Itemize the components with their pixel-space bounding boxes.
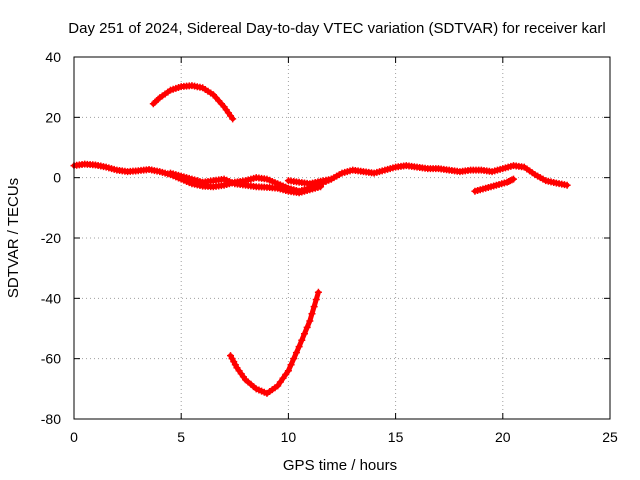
x-tick-label: 20 <box>495 429 511 445</box>
x-tick-label: 15 <box>388 429 404 445</box>
y-tick-label: -20 <box>41 230 61 246</box>
data-point <box>303 323 311 331</box>
series-short-segment-b <box>471 175 518 195</box>
data-point <box>295 343 303 351</box>
y-tick-label: -80 <box>41 411 61 427</box>
x-tick-label: 0 <box>70 429 78 445</box>
data-point <box>284 367 292 375</box>
data-point <box>282 371 290 379</box>
x-axis-label: GPS time / hours <box>283 457 397 474</box>
data-point <box>229 115 237 123</box>
x-tick-label: 5 <box>177 429 185 445</box>
y-axis-label: SDTVAR / TECUs <box>5 178 22 298</box>
data-point <box>306 317 314 325</box>
series-secondary-band <box>166 169 325 197</box>
data-point <box>279 374 287 382</box>
x-tick-label: 10 <box>281 429 297 445</box>
data-point <box>292 349 300 357</box>
axis-ticks: 0 5 10 15 20 25 40 20 0 -20 -40 -60 -80 <box>41 49 618 445</box>
data-point <box>276 378 284 386</box>
data-point <box>274 382 282 390</box>
y-tick-label: 0 <box>53 170 61 186</box>
data-point <box>300 330 308 338</box>
y-tick-label: 40 <box>45 49 61 65</box>
series-short-segment-a <box>284 175 335 188</box>
y-tick-label: -60 <box>41 351 61 367</box>
data-point <box>510 175 518 183</box>
chart-title: Day 251 of 2024, Sidereal Day-to-day VTE… <box>68 20 605 37</box>
data-point <box>327 175 335 183</box>
grid-lines <box>74 57 610 419</box>
y-tick-label: 20 <box>45 109 61 125</box>
data-point <box>287 361 295 369</box>
series-lower-arc <box>227 288 322 397</box>
x-tick-label: 25 <box>602 429 618 445</box>
data-points <box>70 82 571 397</box>
data-point <box>298 336 306 344</box>
data-point <box>290 355 298 363</box>
series-upper-arc <box>149 82 237 123</box>
y-tick-label: -40 <box>41 290 61 306</box>
data-point <box>312 295 320 303</box>
data-point <box>310 303 318 311</box>
data-point <box>314 288 322 296</box>
data-point <box>308 310 316 318</box>
data-point <box>563 181 571 189</box>
